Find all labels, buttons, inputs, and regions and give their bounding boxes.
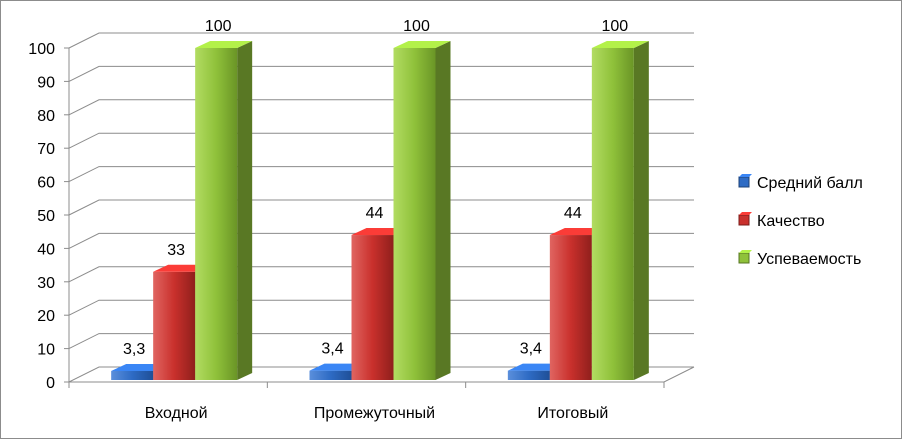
bar-side <box>435 41 451 380</box>
y-tick-label: 30 <box>37 275 55 292</box>
y-tick-label: 70 <box>37 141 55 158</box>
gridline <box>68 99 694 116</box>
legend-item: Успеваемость <box>738 250 861 268</box>
axes <box>64 47 695 388</box>
bars <box>111 41 649 380</box>
data-label: 44 <box>564 205 582 222</box>
bar <box>195 41 253 380</box>
y-tick-label: 20 <box>37 308 55 325</box>
gridline <box>68 65 694 82</box>
gridline <box>68 299 694 316</box>
bar-front <box>111 370 154 380</box>
y-tick-label: 0 <box>46 375 55 392</box>
gridline <box>68 333 694 350</box>
legend-swatch-top <box>739 212 752 215</box>
legend-label: Качество <box>757 213 825 230</box>
bar-top <box>591 41 649 48</box>
legend-item: Средний балл <box>738 174 863 192</box>
gridline <box>68 199 694 216</box>
data-label: 33 <box>167 242 185 259</box>
bar <box>393 41 451 380</box>
gridline <box>68 32 694 49</box>
gridline <box>68 232 694 249</box>
bar-side <box>633 41 649 380</box>
data-label: 100 <box>403 18 430 35</box>
bar-front <box>549 235 592 380</box>
bar-front <box>393 48 436 380</box>
gridline <box>68 132 694 149</box>
gridline <box>68 166 694 183</box>
y-tick-label: 90 <box>37 74 55 91</box>
data-label: 100 <box>601 18 628 35</box>
y-tick-label: 60 <box>37 175 55 192</box>
bar-front <box>195 48 238 380</box>
labels: 0 10 20 30 40 50 60 70 80 90 100 Входной Промежуточн… <box>28 18 628 422</box>
legend-item: Качество <box>738 212 825 230</box>
data-label: 3,3 <box>123 341 145 358</box>
legend: Средний балл Качество Успеваемость <box>738 174 863 268</box>
bar <box>591 41 649 380</box>
y-tick-label: 50 <box>37 208 55 225</box>
legend-swatch-top <box>739 250 752 253</box>
bar-top <box>393 41 451 48</box>
bar-front <box>507 370 550 380</box>
x-category-label: Входной <box>145 405 208 422</box>
legend-swatch-top <box>739 174 752 177</box>
bar-front <box>309 370 352 380</box>
bar-top <box>195 41 253 48</box>
data-label: 3,4 <box>321 341 343 358</box>
legend-label: Успеваемость <box>757 251 861 268</box>
gridline <box>68 366 694 383</box>
y-tick-label: 40 <box>37 241 55 258</box>
legend-label: Средний балл <box>757 175 863 192</box>
data-label: 3,4 <box>520 341 542 358</box>
x-category-label: Итоговый <box>537 405 608 422</box>
legend-swatch <box>738 252 750 264</box>
legend-swatch <box>738 176 750 188</box>
bar-front <box>153 271 196 380</box>
x-category-label: Промежуточный <box>314 405 435 422</box>
gridlines <box>68 32 694 383</box>
data-label: 100 <box>205 18 232 35</box>
bar-front <box>351 235 394 380</box>
y-tick-label: 80 <box>37 108 55 125</box>
bar-front <box>591 48 634 380</box>
bar-side <box>237 41 253 380</box>
y-tick-label: 10 <box>37 342 55 359</box>
y-tick-label: 100 <box>28 41 55 58</box>
data-label: 44 <box>366 205 384 222</box>
legend-swatch <box>738 214 750 226</box>
gridline <box>68 266 694 283</box>
